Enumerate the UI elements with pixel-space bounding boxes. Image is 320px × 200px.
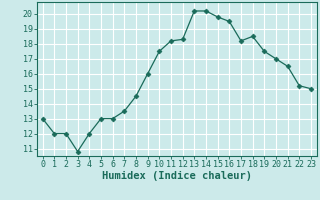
X-axis label: Humidex (Indice chaleur): Humidex (Indice chaleur) (102, 171, 252, 181)
